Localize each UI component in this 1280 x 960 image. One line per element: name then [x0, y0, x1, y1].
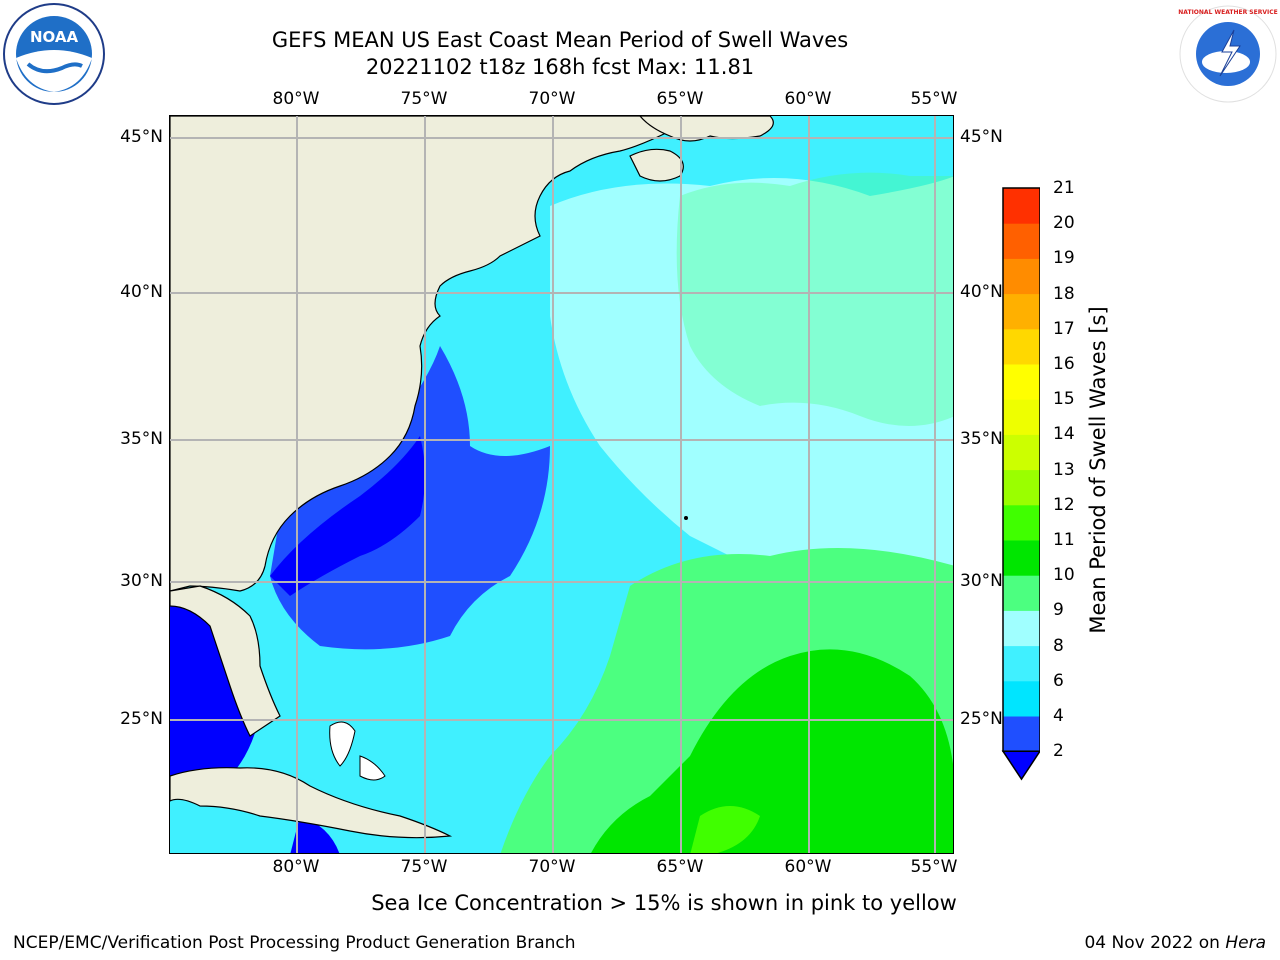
colorbar-tick-label: 2: [1053, 741, 1064, 762]
colorbar-title: Mean Period of Swell Waves [s]: [1086, 306, 1110, 634]
lat-tick-left: 45°N: [120, 127, 163, 147]
colorbar-segment: [1003, 434, 1040, 471]
footer-date: 04 Nov 2022 on Hera: [1084, 933, 1266, 953]
land-bermuda: [684, 516, 688, 520]
lat-tick-right: 25°N: [960, 709, 1003, 729]
colorbar-tick-label: 12: [1053, 494, 1075, 515]
lat-tick-left: 35°N: [120, 429, 163, 449]
colorbar-segment: [1003, 328, 1040, 365]
colorbar-tick-label: 10: [1053, 565, 1075, 586]
lat-tick-left: 40°N: [120, 282, 163, 302]
zone-8-9s: [550, 176, 953, 586]
colorbar-tick-label: 6: [1053, 670, 1064, 691]
colorbar-tick-label: 21: [1053, 178, 1075, 198]
land-cuba: [170, 767, 453, 839]
graticule: [170, 116, 953, 853]
noaa-logo: NOAA: [2, 2, 106, 110]
land-bahamas: [329, 721, 356, 767]
colorbar-segment: [1003, 504, 1040, 541]
colorbar-tick-label: 19: [1053, 248, 1075, 269]
colorbar-under-triangle: [1001, 750, 1040, 781]
footer-host: Hera: [1225, 933, 1266, 953]
colorbar-tick-label: 16: [1053, 354, 1075, 374]
lon-tick-bottom: 80°W: [272, 857, 320, 877]
lon-tick-bottom: 60°W: [784, 857, 832, 877]
lon-tick-top: 65°W: [656, 89, 704, 109]
lon-tick-bottom: 70°W: [528, 857, 576, 877]
colorbar-segment: [1003, 610, 1040, 647]
lat-tick-right: 35°N: [960, 429, 1003, 449]
svg-text:NATIONAL WEATHER SERVICE: NATIONAL WEATHER SERVICE: [1178, 9, 1277, 16]
sea-ice-note: Sea Ice Concentration > 15% is shown in …: [371, 891, 957, 915]
lon-tick-bottom: 65°W: [656, 857, 704, 877]
land-canada: [639, 116, 774, 142]
colorbar-segment: [1003, 223, 1040, 259]
swell-period-map: [169, 115, 954, 854]
lon-tick-top: 70°W: [528, 89, 576, 109]
lat-tick-left: 25°N: [120, 709, 163, 729]
zone-below-2s-cuba: [290, 816, 340, 853]
nws-logo: NATIONAL WEATHER SERVICE: [1176, 2, 1280, 110]
footer-date-text: 04 Nov 2022 on: [1084, 933, 1226, 953]
zone-9-10s-patchy: [676, 172, 953, 426]
chart-title: GEFS MEAN US East Coast Mean Period of S…: [271, 28, 849, 52]
chart-subtitle: 20221102 t18z 168h fcst Max: 11.81: [365, 55, 755, 79]
lon-tick-bottom: 55°W: [910, 857, 958, 877]
colorbar-segment: [1003, 680, 1040, 717]
colorbar-segment: [1003, 645, 1040, 682]
zone-11-12s: [690, 806, 760, 853]
colorbar-tick-label: 18: [1053, 283, 1075, 304]
colorbar-tick-label: 15: [1053, 389, 1075, 410]
colorbar-tick-label: 20: [1053, 213, 1075, 234]
footer-branch: NCEP/EMC/Verification Post Processing Pr…: [13, 933, 576, 953]
colorbar-segment: [1003, 469, 1040, 506]
land-bahamas-south: [359, 755, 386, 781]
colorbar-border: [1002, 187, 1040, 752]
zone-below-2s-coast: [270, 436, 425, 596]
colorbar: [1001, 187, 1040, 781]
colorbar-segment: [1003, 399, 1040, 435]
lon-tick-top: 55°W: [910, 89, 958, 109]
colorbar-tick-label: 14: [1053, 424, 1075, 445]
lon-tick-bottom: 75°W: [400, 857, 448, 877]
lat-tick-left: 30°N: [120, 571, 163, 591]
land-us-east: [170, 116, 672, 592]
lat-tick-right: 45°N: [960, 127, 1003, 147]
colorbar-tick-label: 11: [1053, 530, 1075, 550]
colorbar-tick-label: 4: [1053, 706, 1064, 726]
land-nova-scotia: [629, 148, 684, 182]
colorbar-tick-label: 13: [1053, 459, 1075, 480]
colorbar-tick-label: 8: [1053, 635, 1064, 656]
lon-tick-top: 60°W: [784, 89, 832, 109]
colorbar-segment: [1003, 716, 1040, 752]
land-florida: [170, 585, 281, 737]
lat-tick-right: 40°N: [960, 282, 1003, 302]
colorbar-segment: [1003, 293, 1040, 330]
map-canvas: [170, 116, 953, 853]
colorbar-segment: [1003, 188, 1040, 224]
lon-tick-top: 80°W: [272, 89, 320, 109]
colorbar-tick-label: 17: [1053, 318, 1075, 339]
colorbar-segment: [1003, 258, 1040, 295]
svg-text:NOAA: NOAA: [30, 28, 79, 46]
colorbar-segment: [1003, 540, 1040, 576]
colorbar-tick-label: 9: [1053, 600, 1064, 621]
lon-tick-top: 75°W: [400, 89, 448, 109]
colorbar-segment: [1003, 364, 1040, 400]
lat-tick-right: 30°N: [960, 571, 1003, 591]
colorbar-segment: [1003, 575, 1040, 611]
